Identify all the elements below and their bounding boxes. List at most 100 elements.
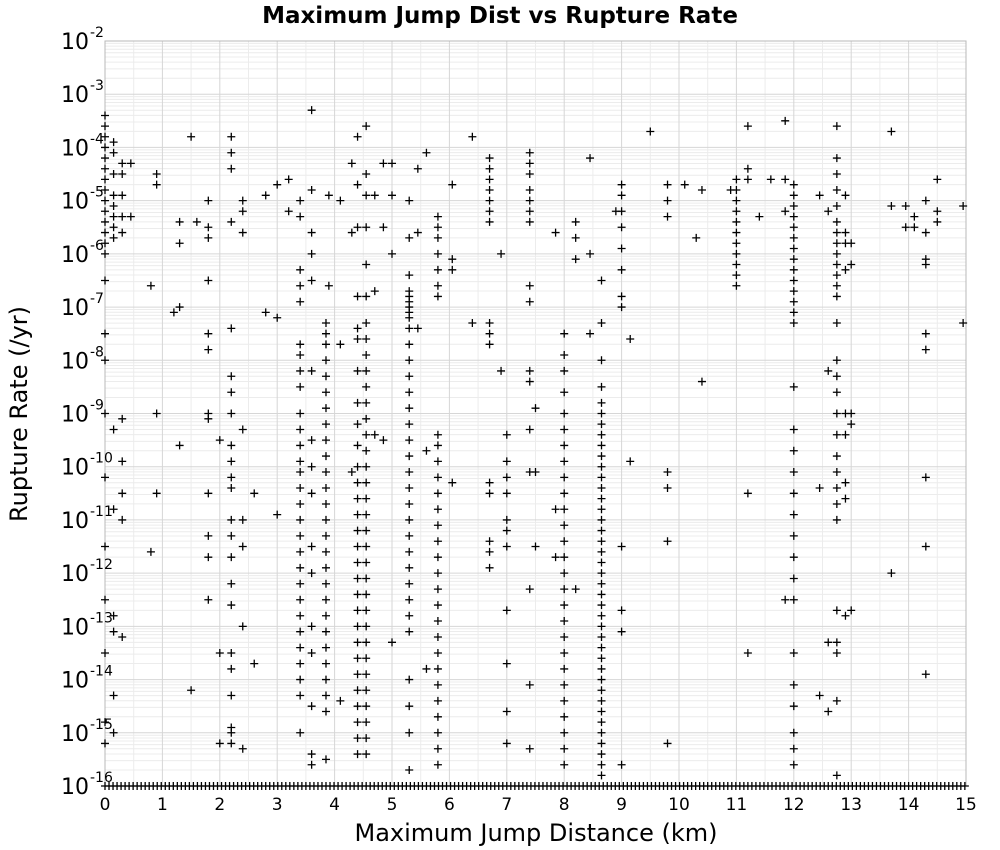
data-point <box>933 175 942 184</box>
data-point <box>597 409 606 418</box>
data-point <box>832 648 841 657</box>
data-point <box>560 537 569 546</box>
data-point <box>405 499 414 508</box>
data-point <box>433 281 442 290</box>
data-point <box>525 680 534 689</box>
data-point <box>238 744 247 753</box>
y-tick-label: 10 -6 <box>61 238 104 268</box>
data-point <box>215 739 224 748</box>
data-point <box>832 606 841 615</box>
data-point <box>841 494 850 503</box>
y-tick-labels: 10-210-310-410-510-610-710-810-910 -1010-… <box>61 25 113 800</box>
data-point <box>362 462 371 471</box>
x-tick-label: 13 <box>840 795 862 815</box>
y-tick-label: 10 -9 <box>61 398 104 428</box>
y-tick-base: 10 <box>61 403 89 428</box>
data-point <box>743 122 752 131</box>
data-point <box>663 739 672 748</box>
data-point <box>832 201 841 210</box>
data-point <box>597 430 606 439</box>
data-point <box>101 228 109 237</box>
data-point <box>405 675 414 684</box>
x-tick-label: 7 <box>501 795 512 815</box>
chart-title: Maximum Jump Dist vs Rupture Rate <box>262 3 738 29</box>
data-point <box>175 239 184 248</box>
data-point <box>560 441 569 450</box>
data-point <box>617 542 626 551</box>
data-point <box>560 457 569 466</box>
data-point <box>832 430 841 439</box>
data-point <box>307 489 316 498</box>
marker-layer <box>101 106 969 790</box>
data-point <box>433 648 442 657</box>
data-point <box>152 170 161 179</box>
data-point <box>109 201 118 210</box>
data-point <box>321 329 330 338</box>
data-point <box>617 244 626 253</box>
data-point <box>261 308 270 317</box>
data-point <box>175 303 184 312</box>
x-tick-label: 9 <box>616 795 627 815</box>
data-point <box>296 196 305 205</box>
y-tick-exponent: -11 <box>90 504 113 520</box>
data-point <box>204 414 213 423</box>
data-point <box>215 648 224 657</box>
data-point <box>815 484 824 492</box>
data-point <box>353 542 362 551</box>
data-point <box>697 377 706 386</box>
data-point <box>560 633 569 641</box>
data-point <box>422 148 431 157</box>
data-point <box>525 186 534 194</box>
data-point <box>321 627 330 636</box>
data-point <box>307 542 316 551</box>
data-point <box>663 180 672 189</box>
data-point <box>789 244 798 253</box>
data-point <box>560 569 569 578</box>
data-point <box>296 728 305 737</box>
data-point <box>626 457 635 466</box>
data-point <box>101 329 109 338</box>
data-point <box>405 515 414 524</box>
data-point <box>832 217 841 226</box>
x-tick-label: 15 <box>955 795 977 815</box>
data-point <box>379 159 388 168</box>
data-point <box>353 638 362 647</box>
data-point <box>296 611 305 620</box>
data-point <box>307 276 316 285</box>
data-point <box>362 654 371 663</box>
data-point <box>525 366 534 375</box>
data-point <box>307 760 316 769</box>
data-point <box>296 340 305 349</box>
data-point <box>433 473 442 482</box>
data-point <box>732 281 741 290</box>
data-point <box>732 217 741 226</box>
data-point <box>789 223 798 232</box>
data-point <box>362 366 371 375</box>
data-point <box>296 547 305 556</box>
data-point <box>296 531 305 540</box>
data-point <box>617 760 626 769</box>
y-tick-base: 10 <box>61 30 89 55</box>
data-point <box>273 313 282 322</box>
data-point <box>296 468 305 477</box>
data-point <box>789 425 798 434</box>
data-point <box>321 499 330 508</box>
data-point <box>152 409 161 418</box>
data-point <box>789 276 798 285</box>
data-point <box>296 515 305 524</box>
data-point <box>901 201 910 210</box>
y-tick-exponent: -7 <box>90 291 104 307</box>
data-point <box>597 686 606 695</box>
y-tick-label: 10 -10 <box>61 451 113 481</box>
data-point <box>789 233 798 242</box>
data-point <box>336 340 345 349</box>
data-point <box>789 201 798 210</box>
y-tick-exponent: -6 <box>90 238 104 254</box>
data-point <box>960 782 969 790</box>
data-point <box>109 425 118 434</box>
data-point <box>227 691 236 700</box>
data-point <box>502 489 511 498</box>
data-point <box>296 643 305 652</box>
data-point <box>789 760 798 769</box>
data-point <box>321 356 330 365</box>
